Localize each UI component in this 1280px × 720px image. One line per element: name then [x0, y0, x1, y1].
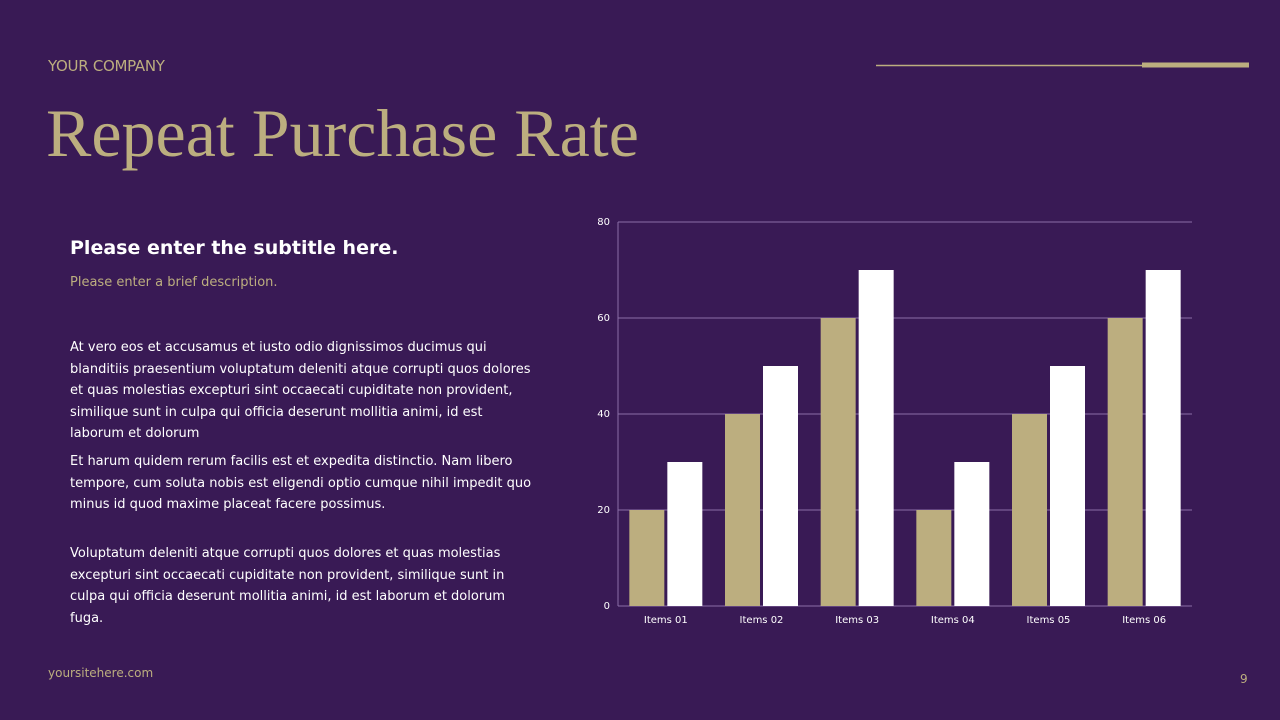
bar: [629, 510, 665, 606]
bar: [1050, 366, 1085, 606]
x-tick-label: Items 02: [740, 615, 784, 626]
bar: [1107, 318, 1143, 606]
x-tick-label: Items 04: [931, 615, 975, 626]
y-tick-label: 0: [604, 601, 610, 612]
y-tick-label: 80: [597, 217, 610, 228]
bar: [725, 414, 760, 606]
bar: [763, 366, 798, 606]
subtitle: Please enter the subtitle here.: [70, 237, 399, 259]
y-tick-label: 40: [597, 409, 610, 420]
bar: [1145, 270, 1181, 606]
page-number: 9: [1240, 672, 1248, 686]
paragraph: At vero eos et accusamus et iusto odio d…: [70, 340, 531, 441]
description: Please enter a brief description.: [70, 275, 278, 290]
website: yoursitehere.com: [48, 666, 154, 680]
x-tick-label: Items 06: [1122, 615, 1166, 626]
bar: [858, 270, 894, 606]
bar: [667, 462, 703, 606]
x-tick-label: Items 01: [644, 615, 688, 626]
bar: [820, 318, 856, 606]
y-tick-label: 20: [597, 505, 610, 516]
y-tick-label: 60: [597, 313, 610, 324]
slide-title: Repeat Purchase Rate: [46, 95, 639, 171]
paragraph: Voluptatum deleniti atque corrupti quos …: [70, 546, 506, 626]
x-tick-label: Items 05: [1027, 615, 1071, 626]
bar: [954, 462, 990, 606]
bar: [1012, 414, 1047, 606]
paragraph: Et harum quidem rerum facilis est et exp…: [70, 454, 532, 512]
x-tick-label: Items 03: [835, 615, 879, 626]
company-name: YOUR COMPANY: [48, 57, 165, 75]
bar: [916, 510, 952, 606]
